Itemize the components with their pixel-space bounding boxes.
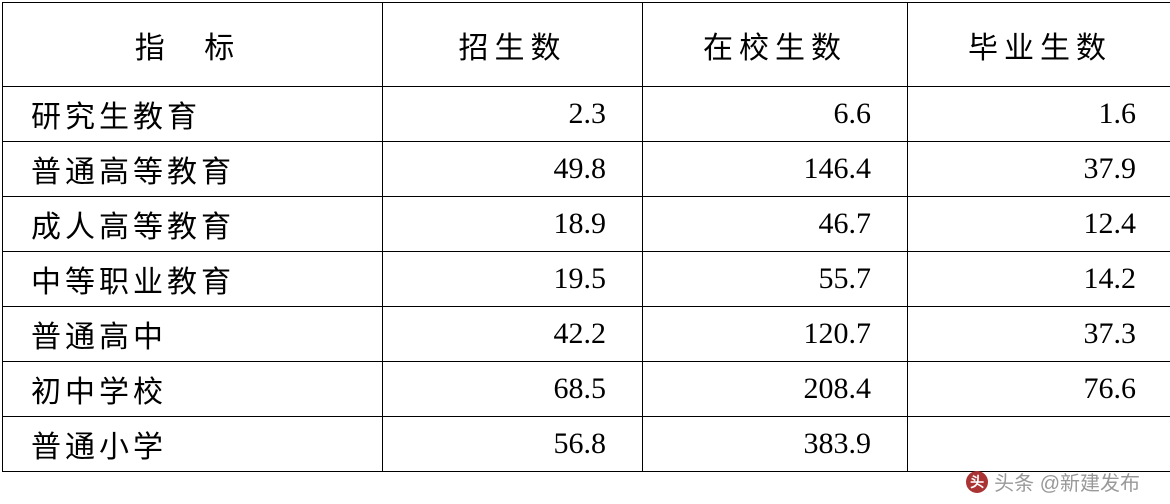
header-graduates: 毕业生数	[908, 3, 1170, 87]
row-value: 37.9	[908, 142, 1170, 197]
row-value: 146.4	[643, 142, 908, 197]
row-value: 208.4	[643, 362, 908, 417]
row-value: 49.8	[383, 142, 643, 197]
row-value: 2.3	[383, 87, 643, 142]
table-row: 普通小学 56.8 383.9	[3, 417, 1170, 472]
table-row: 普通高等教育 49.8 146.4 37.9	[3, 142, 1170, 197]
row-label: 中等职业教育	[3, 252, 383, 307]
header-enrollment: 招生数	[383, 3, 643, 87]
row-value: 1.6	[908, 87, 1170, 142]
row-value: 76.6	[908, 362, 1170, 417]
row-value	[908, 417, 1170, 472]
row-label: 成人高等教育	[3, 197, 383, 252]
row-value: 19.5	[383, 252, 643, 307]
row-value: 55.7	[643, 252, 908, 307]
row-value: 12.4	[908, 197, 1170, 252]
row-value: 46.7	[643, 197, 908, 252]
row-label: 普通小学	[3, 417, 383, 472]
table-row: 研究生教育 2.3 6.6 1.6	[3, 87, 1170, 142]
table-row: 普通高中 42.2 120.7 37.3	[3, 307, 1170, 362]
watermark: 头 头条 @新建发布	[966, 467, 1140, 496]
table-row: 初中学校 68.5 208.4 76.6	[3, 362, 1170, 417]
row-label: 普通高等教育	[3, 142, 383, 197]
row-value: 14.2	[908, 252, 1170, 307]
row-value: 37.3	[908, 307, 1170, 362]
row-value: 42.2	[383, 307, 643, 362]
header-indicator: 指 标	[3, 3, 383, 87]
row-label: 研究生教育	[3, 87, 383, 142]
watermark-icon: 头	[966, 471, 988, 493]
row-value: 56.8	[383, 417, 643, 472]
education-statistics-table: 指 标 招生数 在校生数 毕业生数 研究生教育 2.3 6.6 1.6 普通高等…	[0, 0, 1170, 504]
row-value: 6.6	[643, 87, 908, 142]
watermark-text: 头条 @新建发布	[994, 467, 1140, 496]
row-value: 383.9	[643, 417, 908, 472]
table-row: 中等职业教育 19.5 55.7 14.2	[3, 252, 1170, 307]
row-label: 普通高中	[3, 307, 383, 362]
data-table: 指 标 招生数 在校生数 毕业生数 研究生教育 2.3 6.6 1.6 普通高等…	[2, 2, 1170, 472]
header-row: 指 标 招生数 在校生数 毕业生数	[3, 3, 1170, 87]
row-value: 68.5	[383, 362, 643, 417]
table-row: 成人高等教育 18.9 46.7 12.4	[3, 197, 1170, 252]
row-value: 18.9	[383, 197, 643, 252]
row-label: 初中学校	[3, 362, 383, 417]
table-body: 研究生教育 2.3 6.6 1.6 普通高等教育 49.8 146.4 37.9…	[3, 87, 1170, 472]
row-value: 120.7	[643, 307, 908, 362]
header-students: 在校生数	[643, 3, 908, 87]
